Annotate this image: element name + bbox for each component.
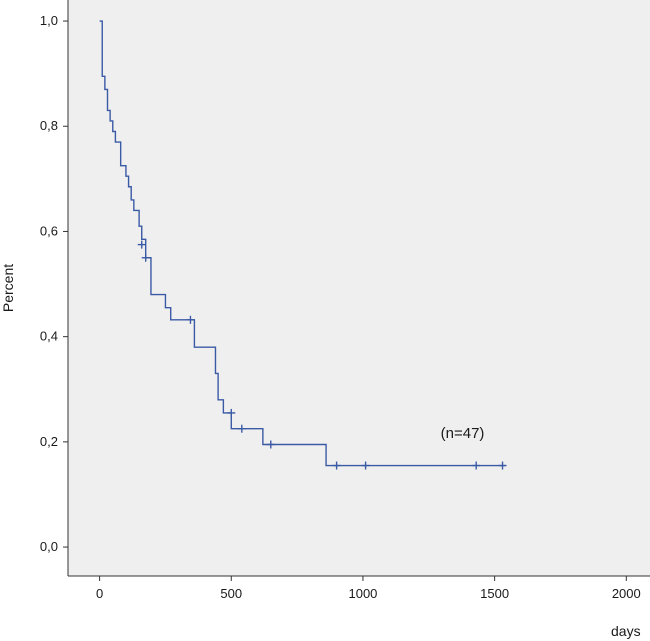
- y-tick-label: 0,2: [40, 434, 58, 449]
- x-tick-label: 1500: [480, 586, 509, 601]
- censor-mark: [237, 424, 246, 433]
- censor-mark: [186, 315, 195, 324]
- x-tick-label: 500: [220, 586, 242, 601]
- censor-mark: [472, 461, 481, 470]
- y-tick-label: 0,6: [40, 223, 58, 238]
- plot-background: [68, 0, 650, 576]
- x-tick-label: 1000: [348, 586, 377, 601]
- y-tick-label: 0,8: [40, 118, 58, 133]
- y-axis: 0,0 0,2 0,4 0,6 0,8 1,0: [40, 13, 68, 554]
- y-axis-title: Percent: [0, 264, 16, 312]
- censor-mark: [137, 240, 146, 249]
- y-tick-label: 0,0: [40, 539, 58, 554]
- censor-mark: [361, 461, 370, 470]
- censor-mark: [266, 440, 275, 449]
- censor-mark: [227, 408, 236, 417]
- x-axis-title: days: [611, 623, 641, 639]
- survival-curve-line: [99, 20, 506, 467]
- y-tick-label: 1,0: [40, 13, 58, 28]
- x-axis: 0 500 1000 1500 2000: [96, 576, 641, 601]
- censor-mark: [498, 461, 507, 470]
- censor-mark: [141, 253, 150, 262]
- x-tick-label: 0: [96, 586, 103, 601]
- censor-mark: [332, 461, 341, 470]
- x-tick-label: 2000: [612, 586, 641, 601]
- sample-size-annotation: (n=47): [441, 425, 485, 442]
- censor-marks: [137, 240, 507, 470]
- y-tick-label: 0,4: [40, 329, 58, 344]
